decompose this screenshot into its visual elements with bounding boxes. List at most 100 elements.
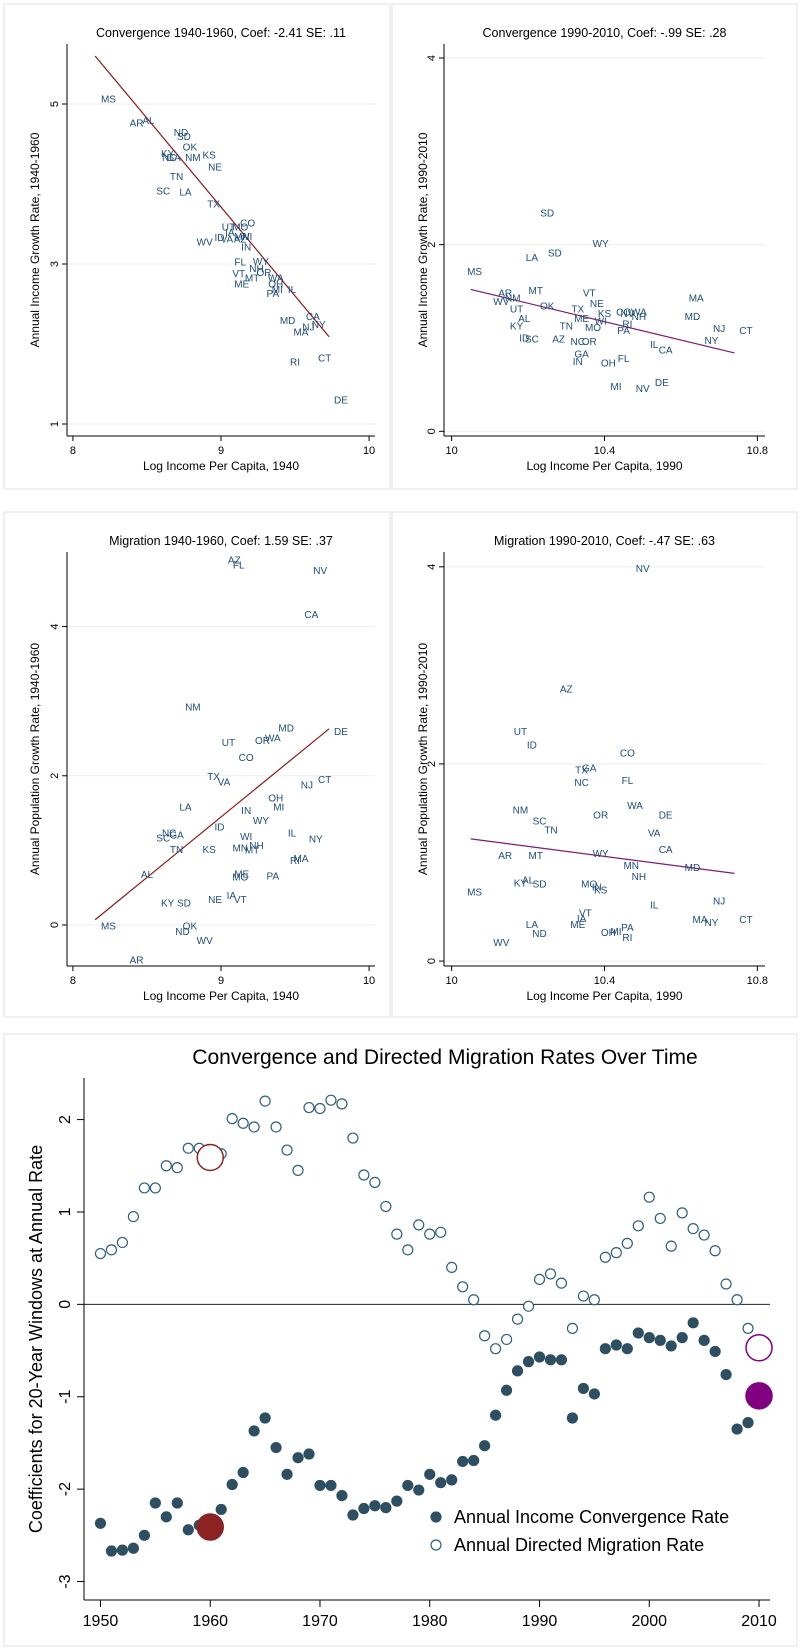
state-label-mi: MI [610, 927, 621, 938]
highlight-marker-2010-convergence [745, 1382, 773, 1410]
state-label-al: AL [142, 116, 155, 127]
state-label-md: MD [685, 312, 701, 323]
state-label-az: AZ [560, 685, 573, 696]
migration-point-1991 [544, 1268, 557, 1280]
state-label-ar: AR [498, 851, 512, 862]
convergence-point-1973 [347, 1509, 359, 1521]
state-label-mo: MO [232, 223, 248, 234]
y-tick-label: 1 [57, 1207, 74, 1216]
migration-point-1978 [402, 1244, 414, 1256]
state-label-la: LA [179, 187, 192, 198]
state-label-nd: ND [532, 929, 546, 940]
highlight-marker-2010-migration [745, 1334, 773, 1362]
migration-point-1956 [160, 1160, 172, 1172]
y-axis-label: Annual Population Growth Rate, 1940-1960 [28, 643, 42, 875]
convergence-point-2000 [643, 1332, 655, 1344]
state-label-in: IN [592, 883, 602, 894]
state-label-pa: PA [267, 289, 280, 300]
state-label-or: OR [255, 736, 270, 747]
x-tick-label: 2000 [631, 1613, 667, 1630]
state-label-tn: TN [544, 825, 557, 836]
state-label-wi: WI [595, 317, 607, 328]
state-label-ri: RI [622, 319, 632, 330]
state-label-me: ME [574, 314, 589, 325]
panel-title: Convergence 1940-1960, Coef: -2.41 SE: .… [96, 26, 346, 40]
state-label-tn: TN [560, 321, 573, 332]
state-label-ky: KY [510, 321, 524, 332]
state-label-nc: NC [571, 337, 585, 348]
state-label-mn: MN [623, 861, 639, 872]
state-label-ms: MS [101, 95, 116, 106]
state-label-ia: IA [225, 228, 235, 239]
state-label-de: DE [659, 811, 673, 822]
highlight-marker-1960-convergence [196, 1513, 224, 1541]
state-label-in: IN [573, 357, 583, 368]
state-label-wv: WV [493, 297, 509, 308]
state-label-wa: WA [627, 801, 643, 812]
convergence-point-2008 [731, 1423, 743, 1435]
state-label-ar: AR [130, 955, 144, 966]
convergence-point-1962 [226, 1478, 238, 1491]
migration-point-1989 [522, 1300, 535, 1312]
state-label-tn: TN [170, 172, 183, 183]
panel-3: 8 9 10 0 2 4 Migration 1940-1960, Coef: 1.59 S… [3, 511, 391, 1018]
convergence-point-1970 [314, 1479, 326, 1492]
x-tick-label: 1990 [522, 1613, 558, 1630]
y-tick-label: 2 [426, 761, 438, 767]
convergence-point-2005 [698, 1334, 710, 1346]
state-label-nj: NJ [713, 896, 725, 907]
state-label-mo: MO [585, 323, 601, 334]
state-label-ct: CT [739, 915, 752, 926]
y-axis-label: Coefficients for 20-Year Windows at Annu… [26, 1145, 46, 1533]
state-label-mi: MI [610, 382, 621, 393]
migration-point-1992 [555, 1277, 568, 1289]
x-tick-label: 9 [218, 445, 224, 457]
migration-point-2007 [720, 1278, 732, 1290]
state-label-tn: TN [170, 845, 183, 856]
migration-point-1974 [358, 1169, 370, 1181]
migration-point-1986 [490, 1343, 502, 1355]
convergence-point-1964 [248, 1425, 260, 1437]
migration-point-1983 [457, 1281, 469, 1293]
x-tick-label: 8 [70, 975, 76, 987]
state-label-ne: NE [590, 299, 604, 310]
migration-point-1970 [314, 1102, 326, 1115]
migration-point-1994 [577, 1290, 590, 1302]
migration-point-1993 [566, 1322, 579, 1334]
state-label-nh: NH [632, 312, 646, 323]
state-label-me: ME [234, 279, 249, 290]
state-label-wy: WY [253, 816, 269, 827]
state-label-md: MD [280, 316, 296, 327]
x-tick-label: 10.4 [594, 975, 615, 987]
state-label-nc: NC [162, 828, 176, 839]
state-label-ut: UT [222, 738, 235, 749]
state-label-ct: CT [318, 775, 331, 786]
migration-point-1990 [533, 1273, 546, 1286]
x-tick-label: 1950 [83, 1613, 119, 1630]
convergence-point-1954 [138, 1529, 150, 1541]
convergence-point-1957 [171, 1497, 183, 1509]
state-label-ms: MS [467, 888, 482, 899]
y-tick-label: 0 [426, 958, 438, 964]
state-label-nd: ND [174, 128, 188, 139]
state-label-wy: WY [593, 849, 609, 860]
state-label-wa: WA [265, 734, 281, 745]
x-tick-label: 9 [218, 975, 224, 987]
state-label-oh: OH [268, 279, 283, 290]
convergence-point-2004 [687, 1317, 699, 1329]
convergence-point-1982 [446, 1474, 458, 1486]
state-label-wi: WI [240, 832, 252, 843]
state-label-vt: VT [234, 895, 247, 906]
migration-point-1982 [446, 1261, 458, 1273]
state-label-sd: SD [533, 880, 547, 891]
x-tick-label: 10 [363, 445, 375, 457]
x-tick-label: 10 [363, 975, 375, 987]
state-label-sd: SD [540, 208, 554, 219]
state-label-wv: WV [493, 938, 509, 949]
migration-point-1966 [270, 1121, 282, 1133]
migration-point-1980 [424, 1228, 436, 1240]
state-label-ut: UT [514, 727, 527, 738]
convergence-point-1979 [413, 1484, 425, 1496]
